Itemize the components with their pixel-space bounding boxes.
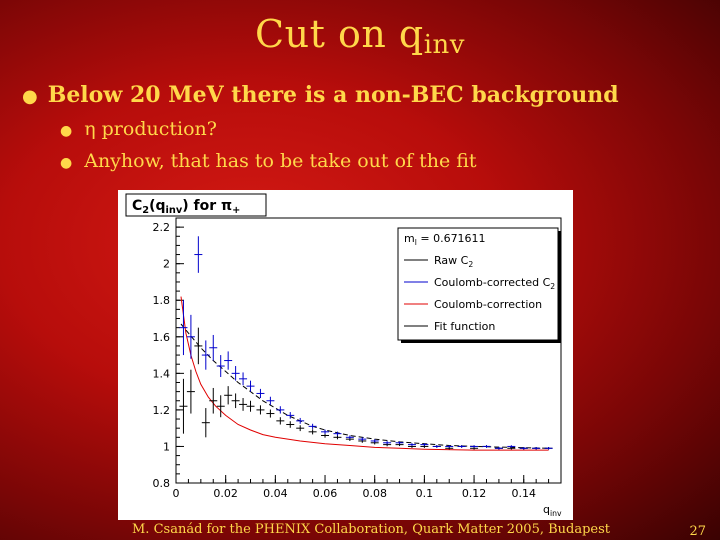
legend-entry-label: Raw C2 bbox=[434, 254, 473, 269]
x-axis-label: qinv bbox=[543, 503, 562, 518]
x-tick-label: 0.14 bbox=[511, 487, 536, 500]
legend-entry-label: Fit function bbox=[434, 320, 495, 333]
x-tick-label: 0.04 bbox=[263, 487, 288, 500]
y-tick-label: 1 bbox=[163, 440, 170, 453]
legend-entry-label: Coulomb-corrected C2 bbox=[434, 276, 555, 291]
bullet-dot-icon: ● bbox=[60, 123, 73, 139]
chart-panel: C2(qinv) for π+ 0 0.02 0.04 0.06 0.08 0.1 0.12 0… bbox=[118, 190, 573, 520]
x-tick-label: 0.08 bbox=[362, 487, 387, 500]
sub-bullet-1: ● η production? bbox=[60, 118, 217, 140]
legend-header: ml = 0.671611 bbox=[404, 232, 486, 247]
x-tick-label: 0.12 bbox=[462, 487, 487, 500]
x-tick-label: 0.1 bbox=[416, 487, 434, 500]
chart-title: C2(qinv) for π+ bbox=[132, 198, 240, 216]
curve-line bbox=[180, 296, 549, 451]
y-tick-label: 0.8 bbox=[153, 477, 171, 490]
slide-title: Cut on qinv bbox=[0, 12, 720, 60]
sub-bullet-text: Anyhow, that has to be take out of the f… bbox=[84, 150, 477, 172]
main-bullet-text: Below 20 MeV there is a non-BEC backgrou… bbox=[47, 82, 619, 108]
main-bullet: ● Below 20 MeV there is a non-BEC backgro… bbox=[22, 82, 619, 108]
legend-entry-label: Coulomb-correction bbox=[434, 298, 542, 311]
chart-title-box bbox=[125, 193, 267, 217]
sub-bullet-text: η production? bbox=[84, 118, 217, 140]
plot-frame bbox=[175, 217, 562, 484]
x-tick-label: 0.06 bbox=[313, 487, 338, 500]
page-number: 27 bbox=[689, 524, 706, 539]
y-tick-label: 2 bbox=[163, 258, 170, 271]
sub-bullet-2: ● Anyhow, that has to be take out of the … bbox=[60, 150, 477, 172]
legend-box bbox=[397, 227, 559, 341]
bullet-dot-icon: ● bbox=[22, 86, 38, 107]
chart-svg: C2(qinv) for π+ 0 0.02 0.04 0.06 0.08 0.1 0.12 0… bbox=[125, 193, 562, 518]
y-tick-label: 2.2 bbox=[153, 221, 171, 234]
x-tick-label: 0.02 bbox=[213, 487, 238, 500]
x-tick-label: 0 bbox=[173, 487, 180, 500]
bullet-dot-icon: ● bbox=[60, 155, 73, 171]
footer-citation: M. Csanád for the PHENIX Collaboration, … bbox=[132, 522, 611, 537]
y-tick-label: 1.2 bbox=[153, 404, 171, 417]
y-tick-label: 1.8 bbox=[153, 294, 171, 307]
title-main: Cut on q bbox=[255, 12, 424, 56]
title-subscript: inv bbox=[423, 30, 465, 60]
y-tick-label: 1.4 bbox=[153, 367, 171, 380]
y-tick-label: 1.6 bbox=[153, 331, 171, 344]
